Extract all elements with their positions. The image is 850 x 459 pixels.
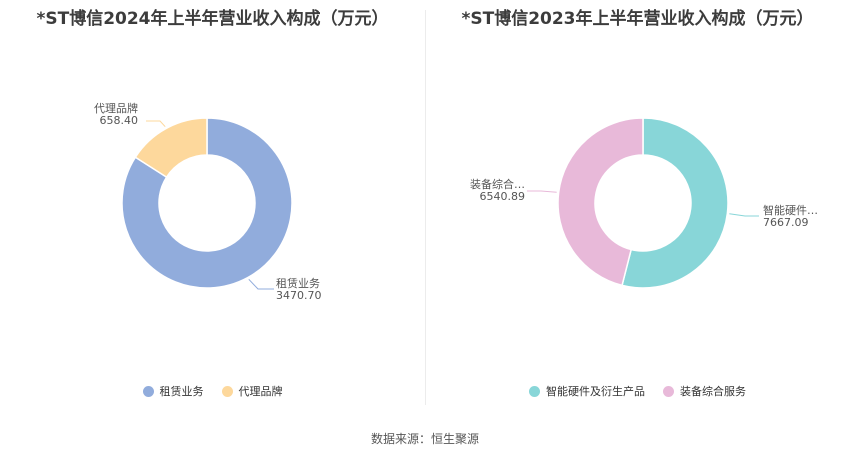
legend-label: 智能硬件及衍生产品: [546, 385, 645, 398]
chart-title: *ST博信2023年上半年营业收入构成（万元）: [461, 9, 814, 29]
legend-label: 代理品牌: [238, 385, 283, 398]
slice-label-value: 658.40: [100, 114, 139, 127]
legend-item-agency[interactable]: 代理品牌: [221, 383, 283, 399]
label-leader-line: [146, 120, 166, 128]
slice-label-name: 代理品牌: [94, 101, 138, 115]
legend-item-smart-hardware[interactable]: 智能硬件及衍生产品: [529, 383, 645, 399]
legend: 租赁业务 代理品牌: [0, 383, 425, 399]
pie-slice[interactable]: [121, 117, 293, 289]
legend-item-rental[interactable]: 租赁业务: [142, 383, 204, 399]
pie-slice[interactable]: [621, 117, 729, 289]
slice-label-name: 租赁业务: [276, 276, 320, 290]
slice-label-value: 3470.70: [276, 289, 322, 302]
legend: 智能硬件及衍生产品 装备综合服务: [425, 383, 850, 399]
donut-chart-2023: 智能硬件…7667.09 装备综合…6540.89: [470, 117, 818, 289]
legend-dot-icon: [221, 385, 233, 397]
label-leader-line: [248, 278, 274, 290]
pie-slice[interactable]: [557, 117, 644, 287]
data-source: 数据来源：恒生聚源: [370, 432, 479, 446]
slice-label-value: 6540.89: [480, 190, 526, 203]
legend-dot-icon: [663, 385, 674, 397]
slice-label-value: 7667.09: [763, 216, 809, 229]
legend-dot-icon: [142, 385, 154, 397]
chart-panel-2024: *ST博信2024年上半年营业收入构成（万元） 租赁业务 3470.70 代理品牌 6…: [0, 0, 425, 420]
legend-dot-icon: [529, 385, 540, 397]
label-leader-line: [729, 213, 759, 217]
pie-slice[interactable]: [134, 117, 208, 179]
legend-item-equipment-service[interactable]: 装备综合服务: [663, 383, 746, 399]
divider: [425, 10, 426, 405]
slice-label-name: 智能硬件…: [763, 203, 818, 217]
chart-panel-2023: *ST博信2023年上半年营业收入构成（万元） 智能硬件… 7667.09 装备综合…: [425, 0, 850, 420]
chart-title: *ST博信2024年上半年营业收入构成（万元）: [36, 9, 389, 29]
legend-label: 装备综合服务: [680, 385, 746, 398]
legend-label: 租赁业务: [159, 385, 204, 398]
label-leader-line: [527, 190, 557, 193]
slice-label-name: 装备综合…: [470, 177, 525, 191]
